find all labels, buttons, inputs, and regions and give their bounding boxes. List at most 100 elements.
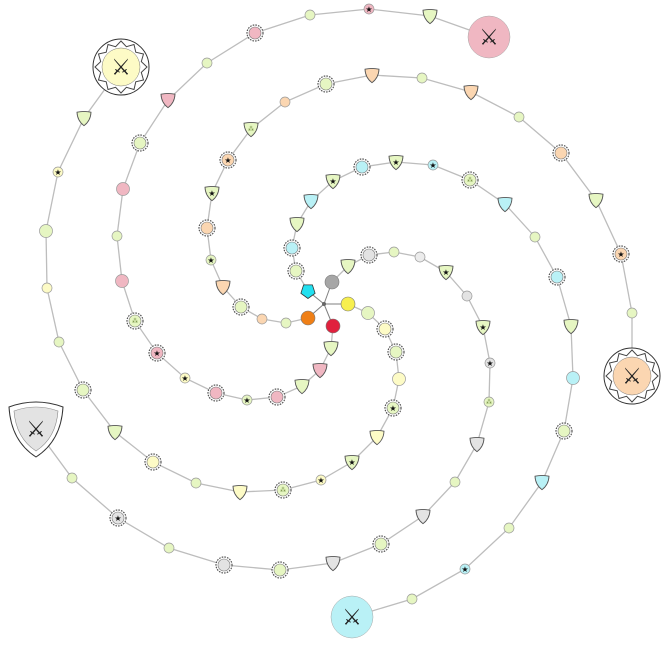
boss-cyan[interactable]: ⚔	[330, 595, 374, 639]
skill-node[interactable]	[449, 476, 461, 488]
notable-node[interactable]	[131, 134, 149, 152]
boss-gray[interactable]: ⚔	[8, 401, 64, 458]
notable-node[interactable]	[198, 219, 216, 237]
notable-node[interactable]	[207, 384, 225, 402]
shield-node[interactable]	[369, 430, 385, 446]
skill-node[interactable]: ★	[241, 394, 253, 406]
shield-node[interactable]	[340, 259, 356, 275]
notable-node[interactable]: ⁂	[461, 171, 479, 189]
shield-node[interactable]: ★	[344, 455, 360, 471]
notable-node[interactable]	[287, 262, 305, 280]
skill-node[interactable]	[256, 313, 268, 325]
shield-node[interactable]: ★	[475, 320, 491, 336]
skill-node[interactable]: ★	[484, 357, 496, 369]
shield-node[interactable]	[563, 319, 579, 335]
notable-node[interactable]: ★	[148, 344, 166, 362]
boss-pink[interactable]: ⚔	[467, 15, 511, 59]
shield-node[interactable]	[323, 341, 339, 357]
shield-node[interactable]: ★	[438, 265, 454, 281]
boss-orange[interactable]: ⚔	[603, 347, 661, 405]
notable-node[interactable]	[246, 24, 264, 42]
shield-node[interactable]	[325, 556, 341, 572]
skill-node[interactable]	[190, 477, 202, 489]
notable-node[interactable]: ★	[384, 399, 402, 417]
start-cyan[interactable]	[300, 284, 316, 299]
notable-node[interactable]	[232, 298, 250, 316]
notable-node[interactable]	[548, 268, 566, 286]
skill-node[interactable]	[41, 282, 53, 294]
shield-node[interactable]	[76, 111, 92, 127]
notable-node[interactable]	[353, 158, 371, 176]
skill-node[interactable]	[279, 96, 291, 108]
shield-node[interactable]	[215, 280, 231, 296]
notable-node[interactable]	[552, 144, 570, 162]
boss-yellow[interactable]: ⚔	[92, 38, 150, 96]
start-orange[interactable]	[300, 310, 316, 326]
shield-node[interactable]	[588, 193, 604, 209]
skill-node[interactable]: ★	[205, 254, 217, 266]
shield-node[interactable]	[469, 437, 485, 453]
shield-node[interactable]	[534, 475, 550, 491]
shield-node[interactable]	[312, 363, 328, 379]
start-yellow[interactable]	[340, 296, 356, 312]
skill-node[interactable]: ★	[363, 3, 375, 15]
skill-node[interactable]	[201, 57, 213, 69]
shield-node[interactable]	[415, 509, 431, 525]
notable-node[interactable]: ★	[219, 151, 237, 169]
shield-node[interactable]	[232, 485, 248, 501]
shield-node[interactable]: ★	[204, 186, 220, 202]
shield-node[interactable]: ⁂	[243, 122, 259, 138]
notable-node[interactable]	[268, 388, 286, 406]
skill-node[interactable]	[280, 317, 292, 329]
skill-node[interactable]: ★	[315, 474, 327, 486]
notable-node[interactable]	[74, 381, 92, 399]
shield-node[interactable]	[422, 9, 438, 25]
skill-node[interactable]	[115, 274, 129, 288]
shield-node[interactable]: ★	[325, 174, 341, 190]
notable-node[interactable]	[215, 556, 233, 574]
skill-node[interactable]: ★	[459, 563, 471, 575]
notable-node[interactable]	[372, 535, 390, 553]
skill-node[interactable]	[361, 306, 375, 320]
skill-node[interactable]	[304, 9, 316, 21]
skill-node[interactable]: ★	[52, 166, 64, 178]
notable-node[interactable]	[387, 343, 405, 361]
skill-node[interactable]	[461, 290, 473, 302]
shield-node[interactable]	[364, 68, 380, 84]
notable-node[interactable]	[317, 75, 335, 93]
skill-node[interactable]	[392, 372, 406, 386]
skill-node[interactable]: ★	[179, 372, 191, 384]
shield-node[interactable]	[463, 85, 479, 101]
shield-node[interactable]	[107, 425, 123, 441]
skill-node[interactable]: ⁂	[483, 396, 495, 408]
start-red[interactable]	[325, 318, 341, 334]
skill-node[interactable]	[503, 522, 515, 534]
skill-node[interactable]	[566, 371, 580, 385]
skill-node[interactable]	[529, 231, 541, 243]
notable-node[interactable]	[271, 561, 289, 579]
notable-node[interactable]	[555, 422, 573, 440]
skill-node[interactable]	[406, 593, 418, 605]
skill-node[interactable]	[39, 224, 53, 238]
skill-node[interactable]	[513, 111, 525, 123]
notable-node[interactable]	[144, 453, 162, 471]
notable-node[interactable]	[360, 246, 378, 264]
skill-node[interactable]	[163, 542, 175, 554]
notable-node[interactable]	[283, 239, 301, 257]
skill-node[interactable]	[388, 246, 400, 258]
shield-node[interactable]	[303, 194, 319, 210]
start-gray[interactable]	[324, 274, 340, 290]
skill-node[interactable]: ★	[427, 159, 439, 171]
skill-node[interactable]	[111, 230, 123, 242]
notable-node[interactable]	[376, 320, 394, 338]
shield-node[interactable]	[160, 93, 176, 109]
skill-node[interactable]	[626, 307, 638, 319]
skill-node[interactable]	[53, 336, 65, 348]
skill-node[interactable]	[416, 72, 428, 84]
notable-node[interactable]: ★	[612, 245, 630, 263]
skill-node[interactable]	[414, 251, 426, 263]
shield-node[interactable]	[294, 379, 310, 395]
notable-node[interactable]: ⁂	[274, 481, 292, 499]
notable-node[interactable]: ★	[109, 509, 127, 527]
shield-node[interactable]	[497, 197, 513, 213]
